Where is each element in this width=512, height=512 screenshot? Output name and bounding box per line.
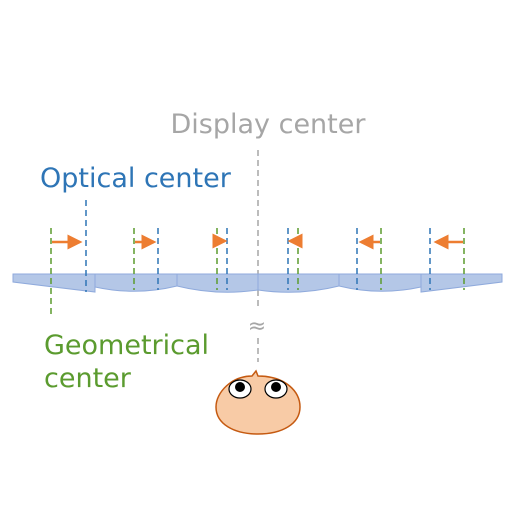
lens-segment-5	[338, 273, 422, 292]
viewer-head	[215, 369, 301, 435]
left-pupil	[235, 382, 245, 392]
lens-segment-6	[420, 273, 503, 293]
shift-arrows	[52, 233, 463, 250]
optical-center-label: Optical center	[40, 163, 232, 194]
lens-array	[12, 273, 503, 293]
lens-segment-2	[94, 273, 178, 292]
approx-symbol: ≈	[248, 314, 266, 339]
lens-segment-1	[12, 273, 96, 293]
display-center-label: Display center	[171, 109, 367, 140]
viewer-face-icon	[215, 369, 301, 435]
geometrical-center-label-line1: Geometrical	[44, 330, 209, 361]
geometrical-center-label-line2: center	[44, 363, 132, 394]
right-pupil	[271, 382, 281, 392]
